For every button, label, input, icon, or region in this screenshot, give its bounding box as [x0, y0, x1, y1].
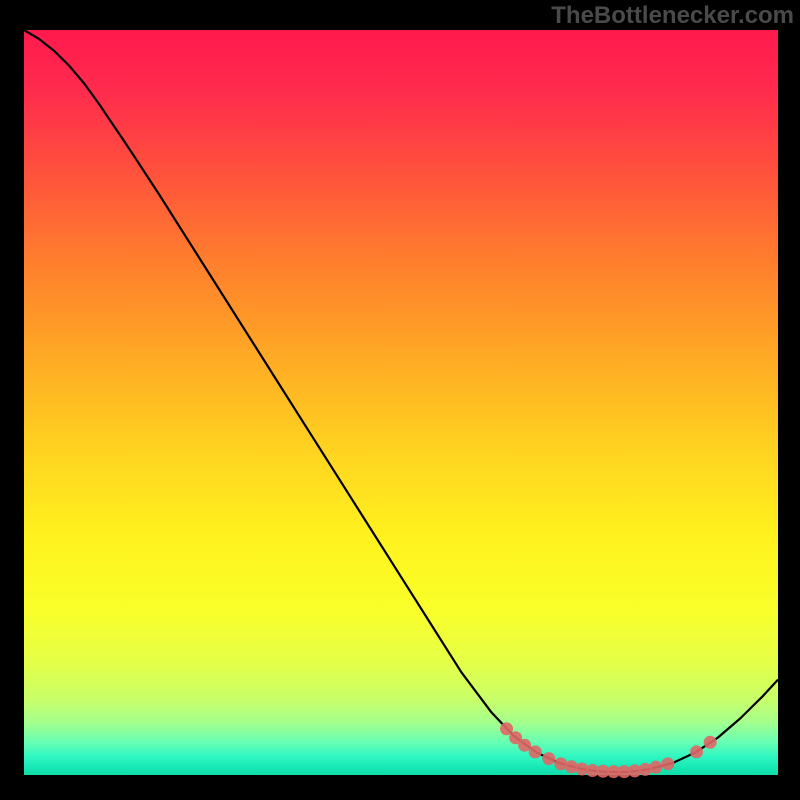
plot-area [24, 30, 778, 775]
dots-layer [24, 30, 778, 775]
marker-dot [649, 761, 662, 774]
marker-dot [690, 745, 703, 758]
watermark-text: TheBottlenecker.com [551, 2, 794, 30]
marker-dot [542, 752, 555, 765]
marker-dot [529, 745, 542, 758]
marker-dot [661, 757, 674, 770]
marker-dot [704, 736, 717, 749]
chart-container: TheBottlenecker.com [0, 0, 800, 800]
